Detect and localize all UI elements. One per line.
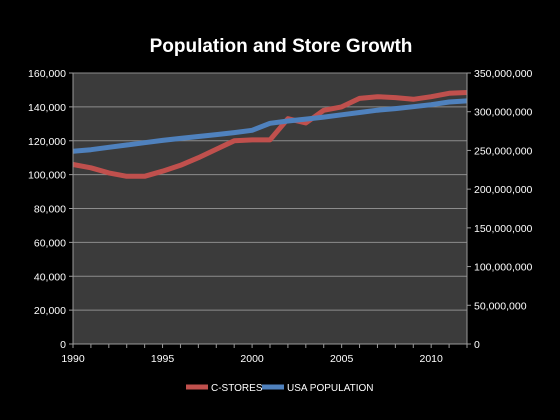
legend-label: C-STORES [211, 383, 263, 394]
left-axis-tick-label: 140,000 [28, 102, 66, 114]
legend-item: USA POPULATION [262, 383, 374, 394]
left-axis-tick-label: 0 [60, 339, 66, 351]
x-axis-tick-label: 2000 [240, 353, 264, 365]
axes: 0 20,000 40,000 60,000 80,000 100,000 120,000 1… [28, 68, 533, 365]
left-axis-tick-label: 60,000 [34, 237, 66, 249]
chart-title: Population and Store Growth [150, 36, 413, 57]
left-axis-tick-label: 80,000 [34, 204, 66, 216]
right-axis-tick-label: 150,000,000 [474, 223, 533, 235]
right-axis-tick-label: 250,000,000 [474, 145, 533, 157]
right-axis-tick-label: 100,000,000 [474, 262, 533, 274]
x-axis-tick-label: 2005 [330, 353, 354, 365]
legend-label: USA POPULATION [287, 383, 374, 394]
series-lines [72, 90, 468, 179]
series-line-usa-population [72, 98, 468, 154]
x-axis-tick-label: 1990 [61, 353, 85, 365]
left-axis-tick-label: 20,000 [34, 305, 66, 317]
left-axis-tick-label: 40,000 [34, 271, 66, 283]
right-axis-tick-label: 300,000,000 [474, 107, 533, 119]
right-axis-tick-label: 350,000,000 [474, 68, 533, 80]
x-axis-tick-label: 2010 [420, 353, 444, 365]
x-axis-tick-label: 1995 [151, 353, 175, 365]
left-axis-tick-label: 120,000 [28, 136, 66, 148]
right-axis-tick-label: 50,000,000 [474, 300, 527, 312]
legend: C-STORES USA POPULATION [186, 383, 374, 394]
left-axis-tick-label: 100,000 [28, 170, 66, 182]
right-axis-tick-label: 0 [474, 339, 480, 351]
right-axis-tick-label: 200,000,000 [474, 184, 533, 196]
series-line-c-stores [72, 90, 468, 179]
legend-item: C-STORES [186, 383, 263, 394]
left-axis-tick-label: 160,000 [28, 68, 66, 80]
